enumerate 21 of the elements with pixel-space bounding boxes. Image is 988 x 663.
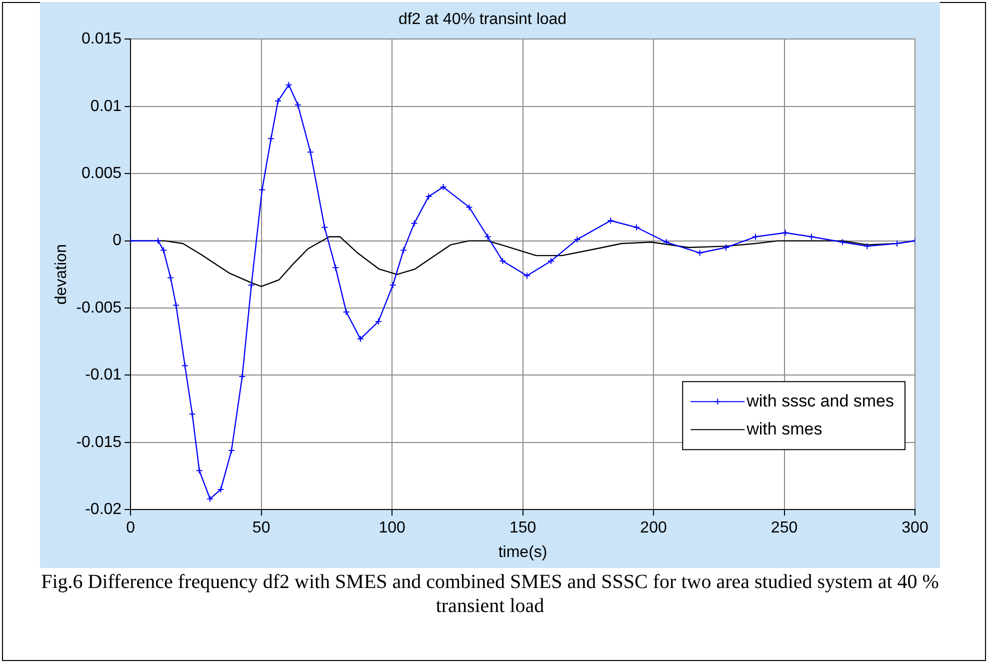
x-tick-label: 250 <box>770 520 798 537</box>
caption: Fig.6 Difference frequency df2 with SMES and combined SMES and SSSC for two area studied system at 40 % transient load <box>40 570 940 618</box>
y-tick-label: 0.015 <box>82 30 122 48</box>
y-tick-label: -0.005 <box>76 299 122 316</box>
y-tick-label: 0.005 <box>82 165 122 182</box>
y-tick-label: -0.02 <box>85 501 122 518</box>
y-tick-label: 0.01 <box>90 98 122 115</box>
x-tick-label: 0 <box>126 520 136 537</box>
chart-title: df2 at 40% transint load <box>398 11 567 28</box>
y-tick-label: -0.015 <box>76 434 122 451</box>
x-tick-label: 150 <box>509 520 536 537</box>
x-tick-label: 100 <box>378 520 406 537</box>
legend-label: with sssc and smes <box>746 391 894 410</box>
x-tick-label: 200 <box>640 520 667 537</box>
y-tick-label: 0 <box>112 232 122 250</box>
x-tick-label: 300 <box>902 520 928 537</box>
y-axis-title: devation <box>53 244 70 305</box>
x-tick-label: 50 <box>252 520 270 537</box>
x-axis-title: time(s) <box>498 544 548 561</box>
y-tick-label: -0.01 <box>85 366 122 384</box>
legend-label: with smes <box>746 419 822 438</box>
